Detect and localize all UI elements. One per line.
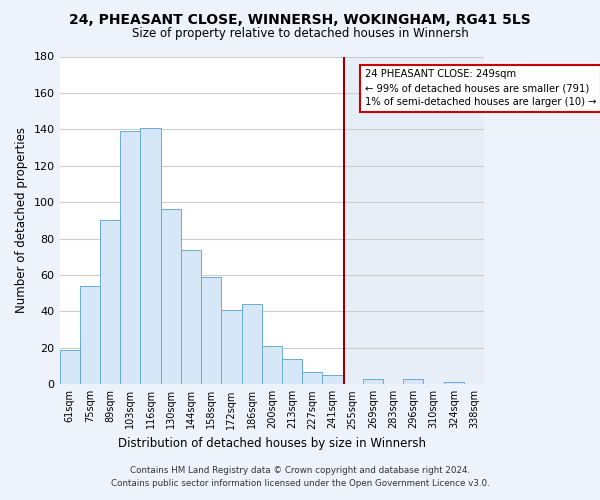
Bar (120, 131, 140, 384)
Bar (242, 304, 262, 384)
Bar (302, 372, 322, 384)
Bar (140, 128, 161, 384)
Bar (201, 277, 221, 384)
Bar (80, 286, 100, 384)
Y-axis label: Number of detached properties: Number of detached properties (15, 128, 28, 314)
Bar (161, 210, 181, 384)
Text: Size of property relative to detached houses in Winnersh: Size of property relative to detached ho… (131, 28, 469, 40)
Bar (444, 382, 464, 384)
Bar (282, 359, 302, 384)
Text: Contains HM Land Registry data © Crown copyright and database right 2024.
Contai: Contains HM Land Registry data © Crown c… (110, 466, 490, 487)
Text: 24 PHEASANT CLOSE: 249sqm
← 99% of detached houses are smaller (791)
1% of semi-: 24 PHEASANT CLOSE: 249sqm ← 99% of detac… (365, 69, 596, 107)
Bar (262, 346, 282, 385)
Bar (344, 56, 484, 384)
Bar (322, 375, 343, 384)
Bar (181, 250, 201, 384)
X-axis label: Distribution of detached houses by size in Winnersh: Distribution of detached houses by size … (118, 437, 426, 450)
Bar (221, 310, 242, 384)
Bar (100, 220, 120, 384)
Bar (59, 350, 80, 384)
Bar (363, 379, 383, 384)
Bar (403, 379, 424, 384)
Text: 24, PHEASANT CLOSE, WINNERSH, WOKINGHAM, RG41 5LS: 24, PHEASANT CLOSE, WINNERSH, WOKINGHAM,… (69, 12, 531, 26)
